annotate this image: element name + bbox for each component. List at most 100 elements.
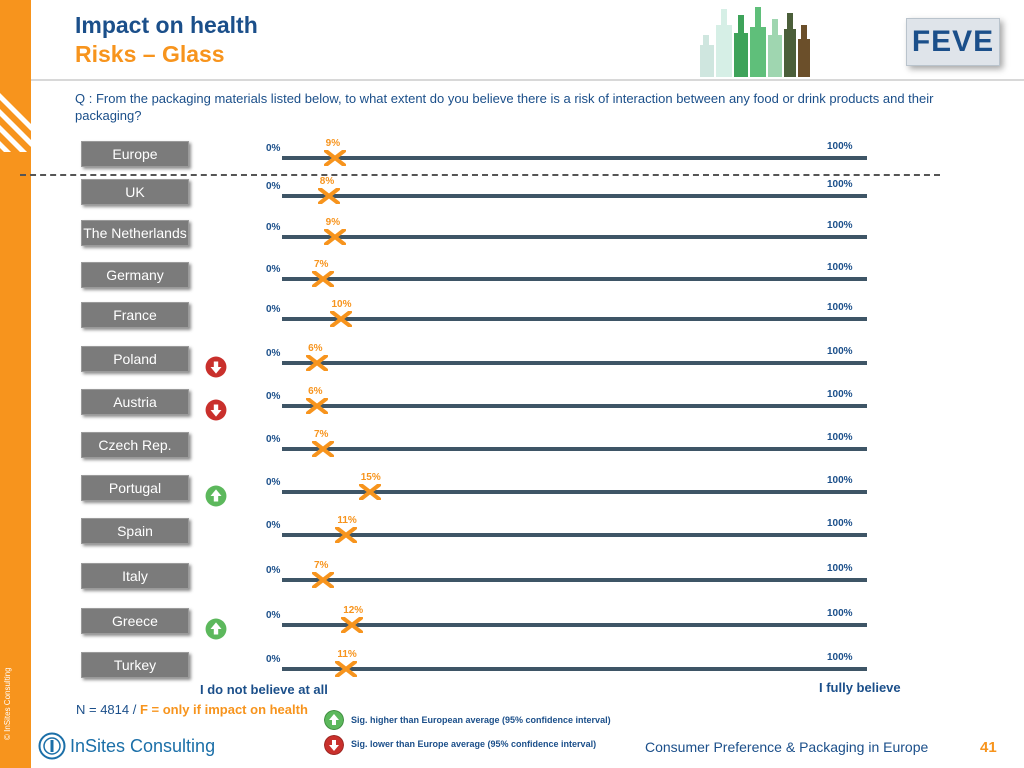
scale-bar [282,623,867,627]
scale-bar [282,156,867,160]
country-label: Greece [81,608,189,634]
value-label: 6% [308,343,323,354]
value-marker [311,572,334,588]
scale-max-label: 100% [827,563,853,574]
value-marker [335,527,358,543]
filter-note: F = only if impact on health [139,702,308,717]
value-marker [311,441,334,457]
value-label: 9% [325,138,341,149]
country-label: Spain [81,518,189,544]
value-label: 12% [343,605,364,616]
value-label: 6% [308,386,323,397]
scale-label-right: I fully believe [819,680,901,695]
scale-bar [282,277,867,281]
country-label: Germany [81,262,189,288]
copyright-text: © InSites Consulting [3,667,12,740]
sample-note: N = 4814 / F = only if impact on health [76,702,308,717]
value-label: 15% [360,472,381,483]
sig-higher-icon [205,618,227,640]
scale-min-label: 0% [266,610,281,621]
country-label: Czech Rep. [81,432,189,458]
scale-min-label: 0% [266,520,281,531]
scale-min-label: 0% [266,654,281,665]
company-name: InSites Consulting [70,735,216,756]
scale-min-label: 0% [266,348,281,359]
country-label: Poland [81,346,189,372]
value-label: 11% [337,515,357,526]
page-number: 41 [980,739,997,756]
page-title: Impact on health [75,12,258,38]
scale-max-label: 100% [827,432,853,443]
country-label: France [81,302,189,328]
scale-bar [282,447,867,451]
country-label: Austria [81,389,189,415]
value-label: 7% [313,259,329,270]
scale-min-label: 0% [266,264,281,275]
value-marker [306,398,329,414]
scale-min-label: 0% [266,565,281,576]
legend-lower-text: Sig. lower than Europe average (95% conf… [351,739,597,749]
country-label: The Netherlands [81,220,189,246]
value-marker [323,229,346,245]
europe-separator-line [20,174,940,176]
glass-bottles-image [700,7,810,77]
country-label: Europe [81,141,189,167]
sig-lower-icon [205,356,227,378]
scale-min-label: 0% [266,477,281,488]
scale-min-label: 0% [266,434,281,445]
sig-higher-icon [205,485,227,507]
country-label: Italy [81,563,189,589]
value-label: 8% [319,176,335,187]
left-accent-bar: © InSites Consulting [0,0,31,768]
scale-max-label: 100% [827,389,853,400]
sample-size: N = 4814 / [76,702,140,717]
country-label: UK [81,179,189,205]
value-marker [306,355,329,371]
scale-bar [282,490,867,494]
scale-bar [282,235,867,239]
survey-question: Q : From the packaging materials listed … [75,91,934,123]
value-marker [317,188,340,204]
scale-bar [282,578,867,582]
accent-stripes [0,82,31,152]
insites-logo: InSites Consulting [38,732,215,760]
feve-logo-text: FEVE [911,25,995,58]
value-label: 9% [325,217,341,228]
legend-higher-text: Sig. higher than European average (95% c… [351,715,611,725]
scale-max-label: 100% [827,518,853,529]
scale-max-label: 100% [827,220,853,231]
scale-min-label: 0% [266,391,281,402]
value-marker [311,271,334,287]
scale-min-label: 0% [266,222,281,233]
report-title: Consumer Preference & Packaging in Europ… [645,739,929,755]
header-divider [31,79,1024,81]
value-label: 7% [313,560,329,571]
country-label: Turkey [81,652,189,678]
scale-max-label: 100% [827,262,853,273]
value-marker [341,617,364,633]
scale-max-label: 100% [827,475,853,486]
value-marker [358,484,381,500]
scale-max-label: 100% [827,141,853,152]
scale-max-label: 100% [827,179,853,190]
scale-bar [282,361,867,365]
country-label: Portugal [81,475,189,501]
value-marker [329,311,352,327]
legend-arrow-down-icon [324,735,344,755]
value-marker [335,661,358,677]
value-label: 11% [337,649,357,660]
legend-arrow-up-icon [324,710,344,730]
scale-bar [282,317,867,321]
sig-lower-icon [205,399,227,421]
value-label: 10% [331,299,352,310]
scale-bar [282,404,867,408]
insites-logo-icon [38,732,66,760]
scale-max-label: 100% [827,302,853,313]
scale-min-label: 0% [266,143,281,154]
scale-max-label: 100% [827,652,853,663]
scale-max-label: 100% [827,346,853,357]
value-label: 7% [313,429,329,440]
scale-bar [282,194,867,198]
scale-bar [282,667,867,671]
value-marker [323,150,346,166]
